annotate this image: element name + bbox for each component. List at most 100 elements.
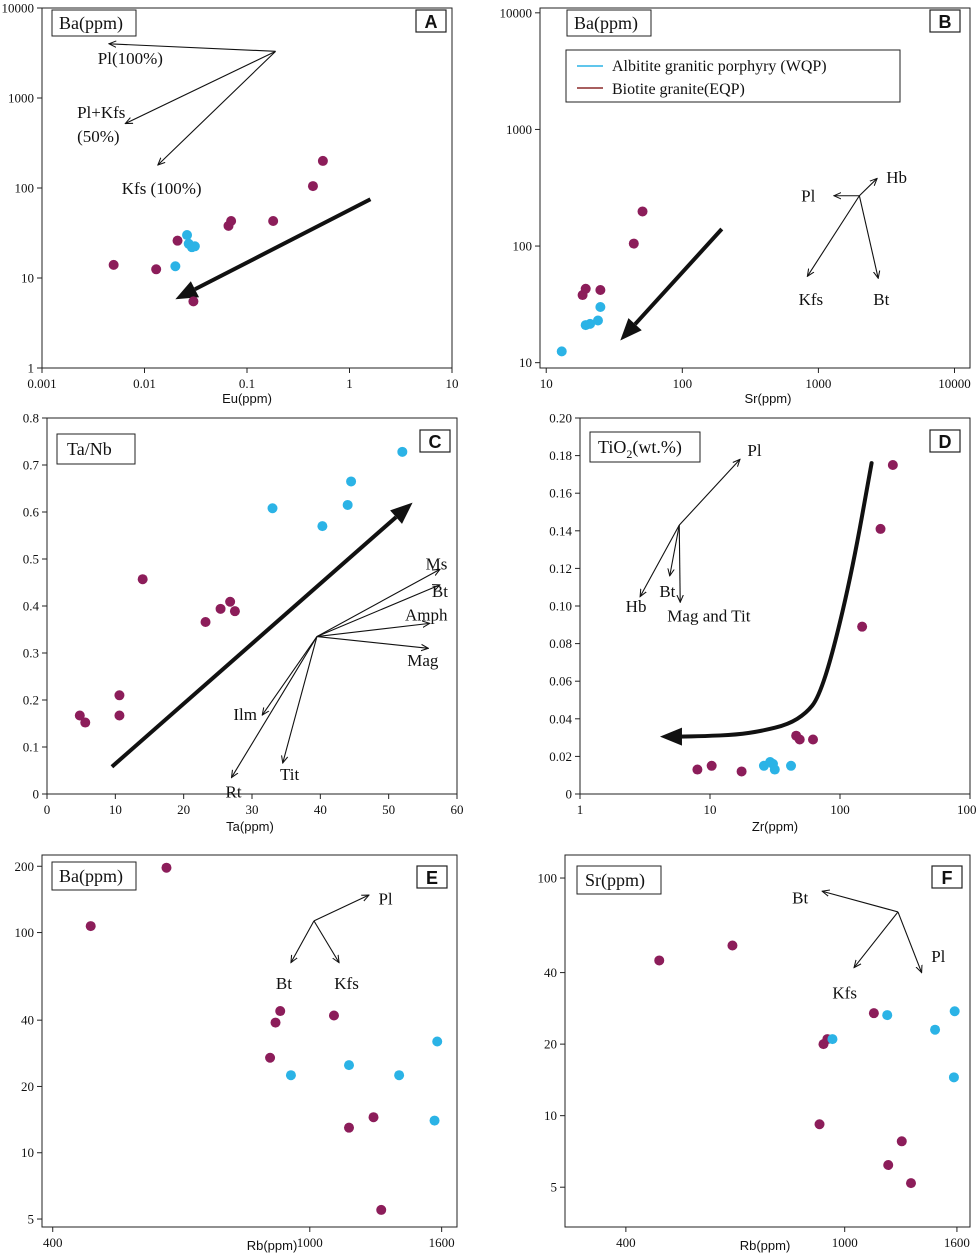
panel-C-vector-ilm (262, 636, 318, 715)
panel-D-ytick-label: 0.16 (549, 486, 572, 501)
panel-E-vector-label: Kfs (334, 974, 359, 993)
panel-B-vector-label: Hb (886, 168, 907, 187)
panel-F-ytick-label: 10 (544, 1108, 557, 1123)
panel-E-wqp-point (343, 1060, 354, 1071)
panel-E-eqp-point (343, 1122, 354, 1133)
panel-A-ytick-label: 1 (28, 361, 35, 376)
panel-B-vector-label: Kfs (799, 290, 824, 309)
panel-F-eqp-point (883, 1159, 894, 1170)
panel-C-id-box (419, 429, 451, 453)
panel-B-ytick-label: 10 (519, 355, 532, 370)
panel-C-wqp-point (397, 446, 408, 457)
panel-F-xtick-label: 1000 (832, 1235, 858, 1250)
panel-A-vector-pl (109, 44, 276, 52)
panel-B-wqp-point (585, 318, 596, 329)
panel-F-wqp-point (882, 1010, 893, 1021)
panel-F-vector-pl (897, 911, 922, 973)
panel-C-xtick-label: 40 (314, 802, 327, 817)
panel-E-xtick-label: 1000 (297, 1235, 323, 1250)
panel-C-eqp-point (137, 574, 148, 585)
panel-B-xtick-label: 10000 (938, 376, 971, 391)
panel-C-vector-mag (316, 636, 428, 649)
panel-C-id: C (429, 432, 442, 452)
panel-D-ytick-label: 0.08 (549, 636, 572, 651)
panel-D-trend-curve (677, 461, 874, 739)
panel-B-ytick-label: 1000 (506, 122, 532, 137)
panel-B-xtick-label: 10 (540, 376, 553, 391)
panel-F-id-box (931, 865, 963, 889)
panel-C-wqp-point (317, 521, 328, 532)
panel-D-wqp-point (769, 764, 780, 775)
panel-A-eqp-point (307, 181, 318, 192)
panel-D-vector-label: Hb (626, 597, 647, 616)
panel-E-eqp-point (368, 1112, 379, 1123)
panel-D-vector-pl (678, 459, 740, 526)
panel-C-wqp-point (342, 499, 353, 510)
panel-D-xtick-label: 1000 (957, 802, 976, 817)
panel-F-id: F (942, 868, 953, 888)
panel-A-trend-arrow (194, 197, 372, 292)
panel-C-vector-label: Ilm (233, 705, 257, 724)
panel-A-wqp-point (189, 241, 200, 252)
panel-E-eqp-point (328, 1010, 339, 1021)
panel-A-vector-label: Pl+Kfs (77, 103, 125, 122)
panel-E-vector-kfs (313, 920, 339, 963)
panel-E-wqp-point (432, 1036, 443, 1047)
panel-D-wqp-point (786, 760, 797, 771)
panel-C-ytick-label: 0.8 (23, 411, 39, 426)
panel-C-xtick-label: 50 (382, 802, 395, 817)
panel-C-eqp-point (215, 603, 226, 614)
panel-F-eqp-point (654, 955, 665, 966)
panel-C-eqp-point (114, 710, 125, 721)
panel-E-ytick-label: 20 (21, 1079, 34, 1094)
panel-A-xtick-label: 0.1 (239, 376, 255, 391)
panel-A-ylabel: Ba(ppm) (59, 13, 123, 34)
panel-C-ytick-label: 0.3 (23, 646, 39, 661)
panel-E-vector-bt (291, 920, 315, 963)
panel-C-eqp-point (114, 690, 125, 701)
panel-C-ytick-label: 0 (33, 787, 40, 802)
panel-C-xlabel: Ta(ppm) (226, 819, 274, 834)
panel-C-ytick-label: 0.1 (23, 740, 39, 755)
panel-A-ytick-label: 10 (21, 271, 34, 286)
panel-D-eqp-point (875, 523, 886, 534)
panel-D-ytick-label: 0.14 (549, 523, 572, 538)
panel-F-frame (564, 854, 971, 1228)
panel-F-ylabel: Sr(ppm) (585, 870, 645, 891)
panel-D-ylabel-tail: (wt.%) (632, 437, 681, 458)
panel-B-eqp-point (637, 206, 648, 217)
panel-C-wqp-point (346, 476, 357, 487)
panel-C-vector-label: Bt (432, 582, 448, 601)
panel-D-vector-hb (640, 524, 680, 596)
panel-A-eqp-point (172, 235, 183, 246)
panel-F-vector-label: Pl (931, 947, 945, 966)
panel-F-ytick-label: 40 (544, 965, 557, 980)
legend-box (565, 49, 901, 103)
panel-A-ylabel-box (51, 9, 137, 37)
panel-A-vector-label: Kfs (100%) (122, 179, 202, 198)
panel-B: Ba(ppm) B Sr(ppm) Albitite granitic porp… (500, 5, 971, 406)
panel-B-vector-label: Bt (873, 290, 889, 309)
panel-A-wqp-point (182, 230, 193, 241)
panel-D-vector-bt (670, 525, 680, 576)
panel-F-eqp-point (727, 940, 738, 951)
panel-E-vector-label: Pl (378, 889, 392, 908)
panel-A-vector-label: Pl(100%) (98, 49, 163, 68)
panel-E-wqp-point (285, 1070, 296, 1081)
panel-C-vector-label: Mag (407, 651, 439, 670)
panel-D-vector-label: Bt (659, 582, 675, 601)
panel-E-eqp-point (270, 1017, 281, 1028)
panel-F-wqp-point (930, 1024, 941, 1035)
panel-E-wqp-point (429, 1115, 440, 1126)
panel-C: Ta/Nb C Ta(ppm) 0 10 20 30 40 50 6000.10.20.30… (23, 411, 464, 835)
panel-B-ylabel: Ba(ppm) (574, 13, 638, 34)
panel-C-trend-arrow (110, 515, 398, 769)
panel-A-eqp-point (108, 259, 119, 270)
panel-F-eqp-point (868, 1008, 879, 1019)
panel-E-ylabel: Ba(ppm) (59, 866, 123, 887)
panel-A-eqp-point (226, 215, 237, 226)
panel-D-eqp-point (887, 460, 898, 470)
panel-F-xtick-label: 400 (616, 1235, 636, 1250)
panel-B-vector-hb (858, 178, 877, 197)
panel-E-xtick-label: 1600 (429, 1235, 455, 1250)
